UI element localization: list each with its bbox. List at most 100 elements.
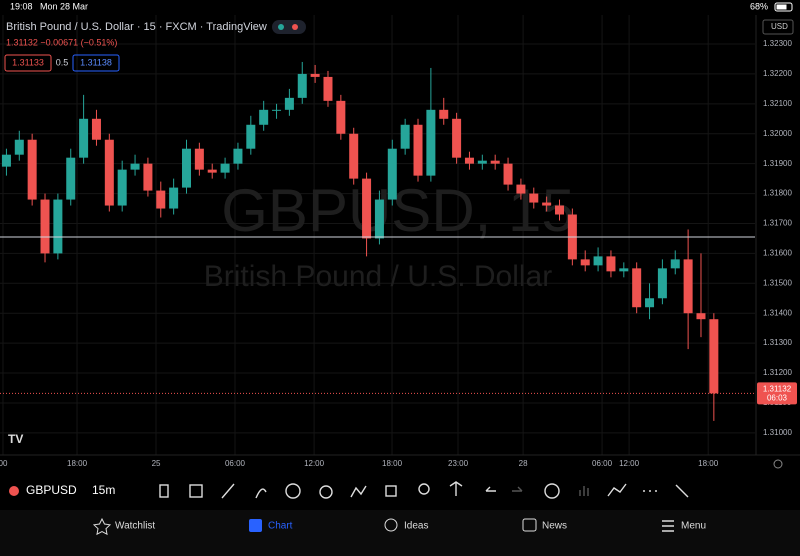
watchlist-icon xyxy=(92,517,112,536)
candle-body xyxy=(310,73,320,77)
tv-logo: TV xyxy=(8,432,23,446)
chart-style-icon[interactable] xyxy=(159,484,169,498)
x-tick-label: 06:00 xyxy=(225,459,246,468)
status-pill[interactable] xyxy=(272,20,306,34)
x-tick-label: 12:00 xyxy=(619,459,640,468)
candle-body xyxy=(645,298,655,308)
currency-button[interactable] xyxy=(762,19,794,35)
candle-body xyxy=(413,124,423,176)
candle-body xyxy=(400,124,410,149)
y-tick-label: 1.32000 xyxy=(763,129,792,138)
indicator-icon[interactable] xyxy=(255,488,267,499)
candle-body xyxy=(259,109,269,125)
x-tick-label: 18:00 xyxy=(698,459,719,468)
y-tick-label: 1.31900 xyxy=(763,159,792,168)
candle-body xyxy=(683,259,693,314)
candle-body xyxy=(554,205,564,215)
settings-icon[interactable] xyxy=(773,459,783,469)
candle-body xyxy=(503,163,513,185)
y-tick-label: 1.31700 xyxy=(763,219,792,228)
info-icon[interactable] xyxy=(544,483,560,499)
candle-body xyxy=(1,154,11,167)
share-icon[interactable] xyxy=(449,481,463,496)
candle-body xyxy=(362,178,372,239)
compare-icon[interactable] xyxy=(189,484,203,498)
symbol-title: British Pound / U.S. Dollar · 15 · FXCM … xyxy=(6,21,267,33)
chart-icon xyxy=(249,519,262,532)
candle-body xyxy=(14,139,24,155)
sell-price: 1.31133 xyxy=(12,57,44,67)
toolbar-interval[interactable]: 15m xyxy=(92,483,115,497)
buy-price: 1.31138 xyxy=(80,57,112,67)
candle-body xyxy=(593,256,603,266)
candle-body xyxy=(426,109,436,176)
candle-body xyxy=(207,169,217,173)
candle-body xyxy=(169,187,179,209)
status-time: 19:08 xyxy=(10,1,33,11)
candle-body xyxy=(349,133,359,179)
y-tick-label: 1.31800 xyxy=(763,189,792,198)
nav-item[interactable]: Menu xyxy=(681,521,706,532)
y-tick-label: 1.31200 xyxy=(763,368,792,377)
candle-body xyxy=(194,148,204,170)
sell-button[interactable] xyxy=(4,54,52,72)
volume-icon[interactable] xyxy=(579,486,589,496)
candle-body xyxy=(130,163,140,170)
candle-body xyxy=(79,118,89,158)
layout-icon[interactable] xyxy=(385,485,397,497)
candle-body xyxy=(66,157,76,200)
nav-item[interactable]: Chart xyxy=(268,521,293,532)
fullscreen-icon[interactable] xyxy=(675,484,689,498)
toolbar xyxy=(0,475,800,510)
x-tick-label: 00 xyxy=(0,459,8,468)
candle-body xyxy=(516,184,526,194)
nav-item[interactable]: Watchlist xyxy=(115,521,155,532)
candle-body xyxy=(220,163,230,173)
add-icon[interactable] xyxy=(285,483,301,499)
watermark-name: British Pound / U.S. Dollar xyxy=(204,260,552,293)
idea-icon[interactable] xyxy=(418,483,430,495)
candle-body xyxy=(246,124,256,149)
candle-body xyxy=(657,268,667,299)
candle-body xyxy=(53,199,63,254)
toolbar-symbol[interactable]: GBPUSD xyxy=(26,483,77,497)
candle-body xyxy=(374,199,384,239)
candle-body xyxy=(284,97,294,110)
watermark-symbol: GBPUSD, 15 xyxy=(221,177,574,244)
candle-body xyxy=(40,199,50,254)
y-tick-label: 1.31600 xyxy=(763,249,792,258)
candle-body xyxy=(181,148,192,188)
battery-icon xyxy=(774,2,793,12)
candle-body xyxy=(580,259,590,266)
x-tick-label: 06:00 xyxy=(592,459,613,468)
x-tick-label: 12:00 xyxy=(304,459,325,468)
y-tick-label: 1.31000 xyxy=(763,428,792,437)
y-tick-label: 1.32200 xyxy=(763,69,792,78)
trend-icon[interactable] xyxy=(607,483,627,497)
nav-item[interactable]: Ideas xyxy=(404,521,428,532)
undo-icon[interactable] xyxy=(485,486,496,492)
candle-body xyxy=(27,139,37,200)
status-date: Mon 28 Mar xyxy=(40,1,88,11)
candle-body xyxy=(104,139,114,206)
draw-icon[interactable] xyxy=(221,483,235,499)
y-tick-label: 1.31300 xyxy=(763,338,792,347)
candle-body xyxy=(452,118,462,158)
countdown: 06:03 xyxy=(767,393,788,402)
candle-body xyxy=(632,268,642,308)
buy-button[interactable] xyxy=(72,54,120,72)
price-label: 1.31132 xyxy=(763,384,792,393)
y-tick-label: 1.31500 xyxy=(763,278,792,287)
redo-icon[interactable] xyxy=(512,486,523,492)
candle-body xyxy=(143,163,153,191)
toolbar-icons xyxy=(159,481,689,499)
alert-icon[interactable] xyxy=(319,485,333,499)
candle-body xyxy=(272,109,282,111)
candle-body xyxy=(156,190,166,209)
battery-fill xyxy=(776,4,787,10)
replay-icon[interactable] xyxy=(350,485,367,498)
candle-body xyxy=(117,169,127,206)
battery-level: 68% xyxy=(750,1,768,11)
nav-item[interactable]: News xyxy=(542,521,567,532)
